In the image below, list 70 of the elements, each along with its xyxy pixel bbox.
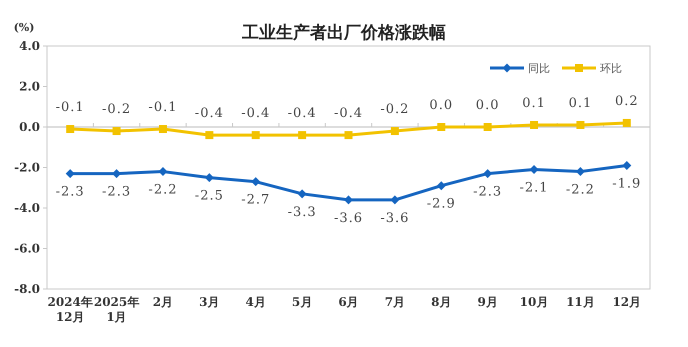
data-label: -0.2 — [380, 102, 410, 118]
y-tick-label: 0.0 — [19, 120, 40, 134]
data-label: -0.4 — [334, 106, 364, 122]
data-label: -0.4 — [241, 106, 270, 122]
data-label: -3.6 — [380, 210, 410, 226]
data-label: 0.0 — [476, 98, 500, 113]
x-tick-label: 2月 — [152, 295, 174, 310]
data-label: -0.2 — [102, 102, 132, 118]
x-tick-label: 10月 — [518, 295, 550, 310]
point — [66, 125, 74, 134]
y-axis-title: (%) — [14, 21, 34, 34]
y-tick-label: 4.0 — [19, 39, 40, 53]
point — [251, 177, 260, 186]
y-tick-label: -6.0 — [14, 242, 40, 256]
data-label: -2.3 — [102, 184, 132, 200]
x-tick-label: 11月 — [565, 295, 596, 310]
data-label: -0.4 — [194, 106, 224, 122]
x-tick-label: 2025年1月 — [93, 295, 140, 325]
point — [436, 181, 446, 190]
data-label: 0.0 — [429, 98, 454, 113]
data-label: -2.1 — [520, 180, 549, 196]
y-tick-label: -4.0 — [14, 201, 40, 215]
data-label: -2.9 — [426, 196, 456, 212]
data-label: -2.5 — [194, 188, 224, 204]
x-tick-label: 5月 — [290, 295, 314, 310]
x-tick-label: 12月 — [611, 295, 642, 310]
data-label: -2.3 — [473, 184, 502, 200]
data-label: -0.1 — [148, 100, 178, 116]
data-label: -0.4 — [288, 106, 317, 122]
data-label: 0.1 — [522, 96, 546, 111]
point — [158, 125, 167, 134]
point — [622, 118, 631, 127]
data-label: -2.3 — [56, 184, 85, 200]
point — [344, 131, 352, 140]
point — [483, 169, 492, 178]
point — [484, 123, 492, 131]
y-tick-label: -8.0 — [14, 282, 40, 296]
point — [576, 120, 584, 129]
y-tick-label: -2.0 — [14, 160, 40, 174]
point — [530, 120, 538, 129]
point — [622, 160, 632, 170]
point — [390, 127, 399, 136]
x-tick-label: 4月 — [244, 295, 267, 310]
data-label: -2.2 — [566, 182, 595, 198]
point — [112, 127, 121, 136]
x-tick-label: 8月 — [430, 295, 452, 310]
legend-label: 环比 — [600, 62, 622, 75]
point — [205, 131, 214, 140]
data-label: -2.7 — [241, 192, 270, 208]
point — [204, 173, 214, 182]
data-label: -2.2 — [148, 182, 178, 198]
point — [344, 195, 353, 204]
data-label: 0.2 — [614, 94, 639, 109]
legend-label: 同比 — [528, 62, 550, 75]
y-tick-label: 2.0 — [19, 80, 40, 94]
data-label: -3.3 — [288, 204, 317, 220]
x-tick-label: 3月 — [198, 295, 221, 310]
data-label: -0.1 — [56, 100, 85, 116]
x-tick-label: 6月 — [337, 295, 360, 310]
x-tick-label: 7月 — [384, 295, 406, 310]
chart-title: 工业生产者出厂价格涨跌幅 — [241, 23, 446, 43]
x-tick-label: 9月 — [476, 295, 499, 310]
point — [298, 131, 306, 140]
data-label: 0.1 — [568, 96, 592, 111]
x-tick-label: 2024年12月 — [46, 295, 94, 325]
point — [252, 131, 260, 140]
point — [298, 189, 307, 198]
data-label: -3.6 — [334, 210, 364, 226]
data-label: -1.9 — [612, 176, 642, 192]
point — [437, 123, 446, 131]
